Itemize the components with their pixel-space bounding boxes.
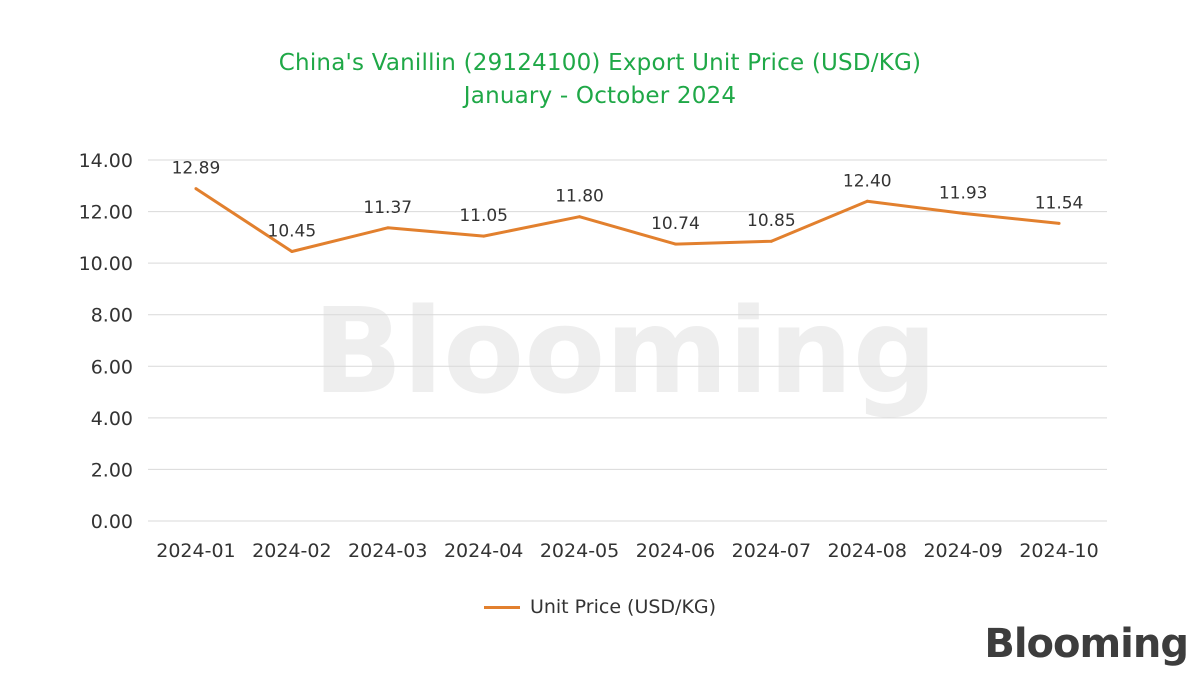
data-label: 11.54 (1035, 193, 1084, 213)
x-tick-label: 2024-01 (156, 540, 235, 562)
watermark: Blooming (313, 282, 937, 420)
x-tick-label: 2024-10 (1019, 540, 1098, 562)
x-tick-label: 2024-06 (636, 540, 715, 562)
x-tick-label: 2024-05 (540, 540, 619, 562)
x-tick-label: 2024-04 (444, 540, 523, 562)
data-labels: 12.89 10.45 11.37 11.05 11.80 10.74 10.85 12.40… (172, 159, 1084, 242)
x-axis-ticks: 2024-01 2024-02 2024-03 2024-04 2024-05 2024-… (156, 540, 1098, 562)
data-point (290, 250, 294, 254)
y-tick-label: 12.00 (79, 202, 133, 224)
data-label: 10.74 (651, 214, 700, 234)
data-point (386, 226, 390, 230)
y-tick-label: 4.00 (91, 408, 133, 430)
brand-logo: Blooming (984, 621, 1189, 667)
y-tick-label: 8.00 (91, 305, 133, 327)
y-tick-label: 6.00 (91, 356, 133, 378)
data-point (961, 211, 965, 215)
data-label: 12.40 (843, 171, 892, 191)
data-label: 11.05 (459, 206, 508, 226)
y-tick-label: 10.00 (79, 253, 133, 275)
data-label: 10.45 (268, 222, 317, 242)
data-label: 11.80 (555, 187, 604, 207)
data-point (1057, 221, 1061, 225)
data-point (865, 199, 869, 203)
data-point (673, 242, 677, 246)
y-tick-label: 14.00 (79, 150, 133, 172)
chart-subtitle: January - October 2024 (463, 83, 737, 109)
legend: Unit Price (USD/KG) (0, 596, 1200, 618)
series-line-path (195, 187, 1060, 253)
data-label: 11.93 (939, 183, 988, 203)
data-label: 11.37 (363, 198, 412, 218)
x-tick-label: 2024-08 (828, 540, 907, 562)
y-tick-label: 0.00 (91, 511, 133, 533)
series-line (194, 187, 1061, 254)
data-point (769, 239, 773, 243)
data-point (482, 234, 486, 238)
y-tick-label: 2.00 (91, 459, 133, 481)
watermark-text: Blooming (313, 282, 937, 420)
data-label: 10.85 (747, 211, 796, 231)
data-point (578, 215, 582, 219)
x-tick-label: 2024-07 (732, 540, 811, 562)
x-tick-label: 2024-03 (348, 540, 427, 562)
data-label: 12.89 (172, 159, 221, 179)
chart-title: China's Vanillin (29124100) Export Unit … (278, 50, 922, 76)
data-point (194, 187, 198, 191)
x-tick-label: 2024-02 (252, 540, 331, 562)
legend-swatch (483, 605, 520, 609)
x-tick-label: 2024-09 (923, 540, 1002, 562)
y-axis-ticks: 0.00 2.00 4.00 6.00 8.00 10.00 12.00 14.00 (79, 150, 133, 533)
legend-label: Unit Price (USD/KG) (529, 596, 717, 618)
